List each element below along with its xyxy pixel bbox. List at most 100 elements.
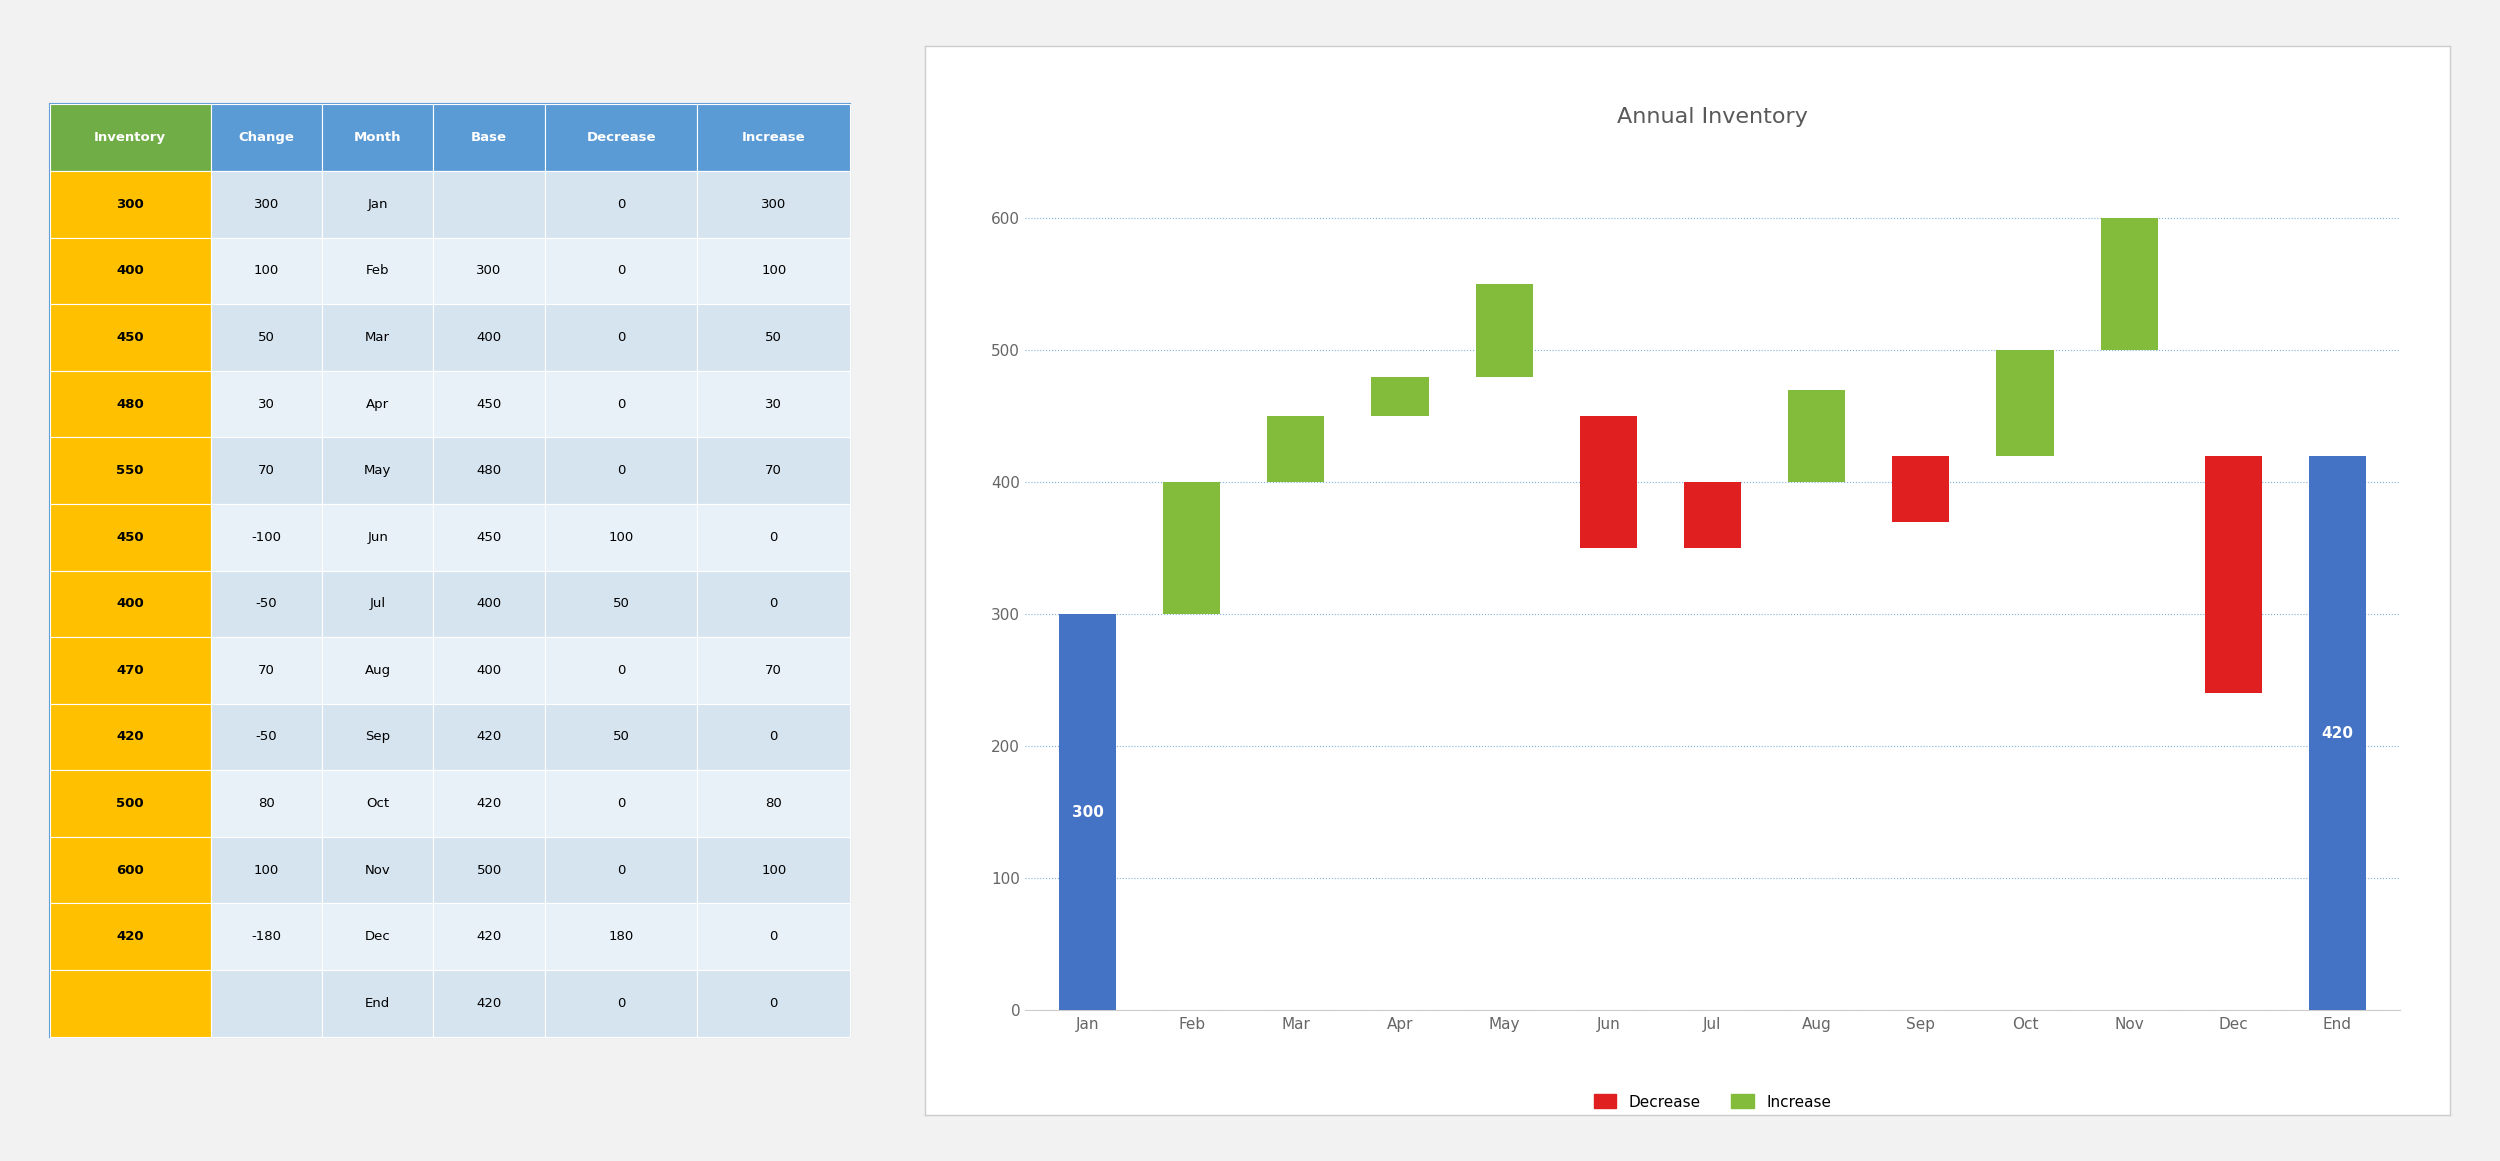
Text: 480: 480 (478, 464, 502, 477)
Text: 70: 70 (765, 664, 782, 677)
Text: 70: 70 (258, 464, 275, 477)
Text: 470: 470 (118, 664, 145, 677)
Bar (322, 238, 432, 304)
Bar (698, 504, 850, 570)
Text: 100: 100 (608, 531, 632, 543)
Bar (210, 969, 322, 1037)
Text: 0: 0 (618, 796, 625, 810)
Bar (210, 238, 322, 304)
Text: Jun: Jun (368, 531, 388, 543)
Bar (432, 370, 545, 438)
Bar (2100, 351, 2158, 1010)
Bar (698, 438, 850, 504)
Bar (545, 370, 698, 438)
Text: 0: 0 (618, 265, 625, 277)
Bar (432, 969, 545, 1037)
Bar (50, 370, 210, 438)
Text: 400: 400 (118, 265, 145, 277)
Text: 70: 70 (258, 664, 275, 677)
Bar (1268, 482, 1325, 1010)
Bar (545, 171, 698, 238)
Bar (698, 171, 850, 238)
Bar (210, 438, 322, 504)
Bar (210, 704, 322, 770)
Bar (322, 637, 432, 704)
Text: Jul: Jul (370, 597, 385, 611)
Bar (322, 903, 432, 969)
Text: 420: 420 (478, 930, 502, 943)
Bar (2205, 456, 2262, 1010)
Text: 420: 420 (118, 930, 145, 943)
Text: 420: 420 (2322, 726, 2352, 741)
Bar (210, 304, 322, 370)
Text: -50: -50 (255, 730, 278, 743)
Bar (2310, 456, 2365, 1010)
Bar (1892, 456, 1950, 522)
Text: 30: 30 (765, 397, 782, 411)
Bar (50, 304, 210, 370)
Bar (50, 171, 210, 238)
Bar (322, 370, 432, 438)
Text: 100: 100 (760, 864, 788, 877)
Bar (1475, 284, 1532, 377)
Bar (50, 637, 210, 704)
Bar (210, 637, 322, 704)
Bar (2100, 218, 2158, 351)
Text: 100: 100 (253, 864, 280, 877)
Text: -100: -100 (253, 531, 282, 543)
Bar (545, 704, 698, 770)
Bar (698, 238, 850, 304)
Bar (322, 837, 432, 903)
Bar (432, 504, 545, 570)
Bar (322, 171, 432, 238)
Bar (545, 637, 698, 704)
Bar (1372, 417, 1427, 1010)
Bar (1685, 482, 1740, 1010)
Bar (210, 504, 322, 570)
Bar (698, 104, 850, 171)
Bar (322, 704, 432, 770)
Bar (698, 903, 850, 969)
Bar (1268, 417, 1325, 482)
Text: 0: 0 (618, 664, 625, 677)
Bar (322, 304, 432, 370)
Bar (50, 504, 210, 570)
Bar (432, 304, 545, 370)
Text: Nov: Nov (365, 864, 390, 877)
Text: 100: 100 (253, 265, 280, 277)
Text: 420: 420 (118, 730, 145, 743)
Text: Base: Base (470, 131, 508, 144)
Text: 80: 80 (258, 796, 275, 810)
Bar (698, 370, 850, 438)
Text: 50: 50 (612, 597, 630, 611)
Bar (50, 438, 210, 504)
Text: 500: 500 (118, 796, 145, 810)
Bar (322, 504, 432, 570)
Text: 450: 450 (478, 531, 502, 543)
Bar (432, 704, 545, 770)
Bar (432, 837, 545, 903)
Bar (210, 770, 322, 837)
Bar (50, 969, 210, 1037)
Text: End: End (365, 997, 390, 1010)
Text: 0: 0 (618, 864, 625, 877)
Bar (545, 304, 698, 370)
Text: 450: 450 (118, 331, 145, 344)
Text: 0: 0 (770, 997, 778, 1010)
Text: Oct: Oct (365, 796, 390, 810)
Text: 480: 480 (118, 397, 145, 411)
Text: 400: 400 (478, 597, 502, 611)
Bar (545, 104, 698, 171)
Text: 50: 50 (258, 331, 275, 344)
Bar (210, 570, 322, 637)
Text: Sep: Sep (365, 730, 390, 743)
Text: 300: 300 (118, 197, 145, 211)
Bar (698, 637, 850, 704)
Bar (545, 770, 698, 837)
Text: Jan: Jan (368, 197, 388, 211)
Text: Change: Change (238, 131, 295, 144)
Bar (1685, 482, 1740, 548)
Bar (50, 238, 210, 304)
Text: 420: 420 (478, 730, 502, 743)
Text: 0: 0 (770, 930, 778, 943)
